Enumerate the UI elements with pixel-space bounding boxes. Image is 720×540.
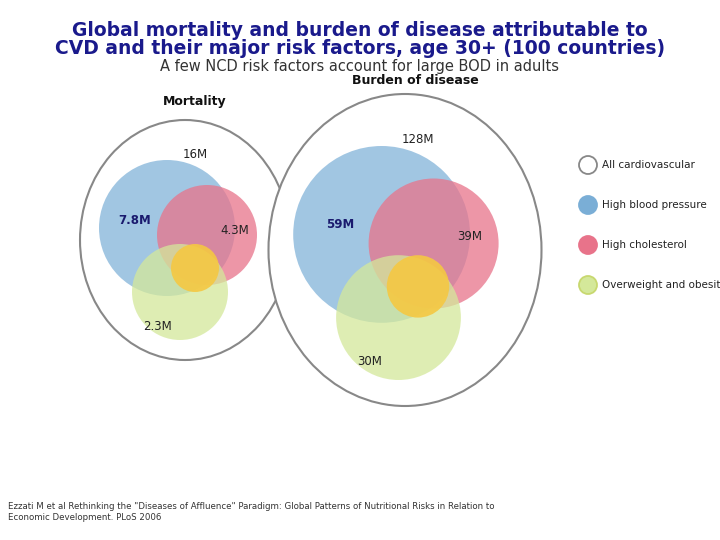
Text: A few NCD risk factors account for large BOD in adults: A few NCD risk factors account for large… <box>161 59 559 75</box>
Ellipse shape <box>80 120 290 360</box>
Text: High cholesterol: High cholesterol <box>602 240 687 250</box>
Circle shape <box>99 160 235 296</box>
Text: All cardiovascular: All cardiovascular <box>602 160 695 170</box>
Text: Overweight and obesity: Overweight and obesity <box>602 280 720 290</box>
Circle shape <box>579 196 597 214</box>
Text: 30M: 30M <box>357 355 382 368</box>
Circle shape <box>579 236 597 254</box>
Text: 4.3M: 4.3M <box>220 224 249 237</box>
Circle shape <box>293 146 470 323</box>
Text: 39M: 39M <box>457 231 482 244</box>
Text: 59M: 59M <box>326 218 354 231</box>
Circle shape <box>157 185 257 285</box>
Text: CVD and their major risk factors, age 30+ (100 countries): CVD and their major risk factors, age 30… <box>55 39 665 58</box>
Text: 7.8M: 7.8M <box>119 213 151 226</box>
Text: Burden of disease: Burden of disease <box>351 73 478 86</box>
Circle shape <box>387 255 449 318</box>
Text: 128M: 128M <box>402 133 434 146</box>
Circle shape <box>579 276 597 294</box>
Text: 2.3M: 2.3M <box>143 320 172 333</box>
Circle shape <box>369 179 498 308</box>
Text: Global mortality and burden of disease attributable to: Global mortality and burden of disease a… <box>72 21 648 39</box>
Circle shape <box>132 244 228 340</box>
Text: Ezzati M et al Rethinking the "Diseases of Affluence" Paradigm: Global Patterns : Ezzati M et al Rethinking the "Diseases … <box>8 502 495 522</box>
Text: High blood pressure: High blood pressure <box>602 200 707 210</box>
Ellipse shape <box>269 94 541 406</box>
Circle shape <box>579 156 597 174</box>
Circle shape <box>336 255 461 380</box>
Text: Mortality: Mortality <box>163 96 227 109</box>
Circle shape <box>171 244 219 292</box>
Text: 16M: 16M <box>182 148 207 161</box>
